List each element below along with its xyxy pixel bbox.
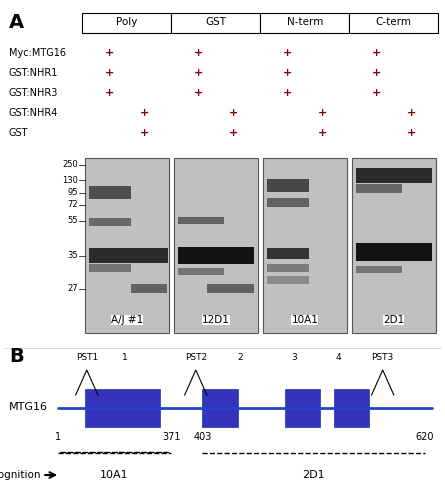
Text: 371: 371	[162, 432, 181, 442]
FancyBboxPatch shape	[260, 12, 349, 32]
Text: 2: 2	[238, 354, 243, 362]
Text: 72: 72	[67, 200, 78, 209]
Text: +: +	[283, 68, 291, 78]
Text: GST:NHR1: GST:NHR1	[9, 68, 58, 78]
FancyBboxPatch shape	[131, 284, 167, 293]
Text: +: +	[105, 88, 113, 98]
Text: +: +	[372, 48, 380, 58]
Text: 55: 55	[67, 216, 78, 225]
FancyBboxPatch shape	[178, 247, 254, 264]
Text: 2D1: 2D1	[303, 470, 325, 480]
Text: +: +	[194, 68, 202, 78]
Text: PST2: PST2	[185, 354, 207, 362]
Text: +: +	[105, 48, 113, 58]
Text: 3: 3	[291, 354, 296, 362]
FancyBboxPatch shape	[82, 12, 171, 32]
Text: +: +	[194, 48, 202, 58]
FancyBboxPatch shape	[207, 284, 254, 293]
Text: +: +	[283, 48, 291, 58]
Text: +: +	[372, 68, 380, 78]
FancyBboxPatch shape	[263, 158, 347, 332]
Text: 35: 35	[67, 251, 78, 260]
Text: 27: 27	[67, 284, 78, 293]
FancyBboxPatch shape	[174, 158, 258, 332]
Text: 403: 403	[193, 432, 212, 442]
FancyBboxPatch shape	[267, 264, 309, 272]
Text: C-term: C-term	[376, 18, 412, 28]
FancyBboxPatch shape	[356, 184, 402, 194]
FancyBboxPatch shape	[356, 168, 432, 182]
Text: GST:NHR4: GST:NHR4	[9, 108, 58, 118]
Text: +: +	[105, 68, 113, 78]
Text: 620: 620	[416, 432, 434, 442]
Text: +: +	[407, 108, 416, 118]
Text: +: +	[283, 88, 291, 98]
FancyBboxPatch shape	[267, 276, 309, 283]
FancyBboxPatch shape	[356, 244, 432, 261]
FancyBboxPatch shape	[89, 264, 131, 272]
FancyBboxPatch shape	[285, 388, 320, 426]
FancyBboxPatch shape	[267, 179, 309, 192]
Text: +: +	[229, 128, 238, 138]
Text: +: +	[140, 108, 149, 118]
FancyBboxPatch shape	[89, 218, 131, 226]
Text: PST3: PST3	[372, 354, 394, 362]
FancyBboxPatch shape	[178, 268, 224, 275]
Text: B: B	[9, 348, 24, 366]
Text: +: +	[372, 88, 380, 98]
Text: A: A	[9, 12, 24, 32]
Text: GST: GST	[9, 128, 28, 138]
Text: 250: 250	[62, 160, 78, 169]
FancyBboxPatch shape	[356, 266, 402, 273]
FancyBboxPatch shape	[267, 198, 309, 207]
Text: 1: 1	[55, 432, 61, 442]
Text: PST1: PST1	[76, 354, 98, 362]
Text: +: +	[194, 88, 202, 98]
Text: Poly: Poly	[116, 18, 138, 28]
FancyBboxPatch shape	[352, 158, 436, 332]
Text: Myc:MTG16: Myc:MTG16	[9, 48, 66, 58]
FancyBboxPatch shape	[85, 158, 169, 332]
Text: 130: 130	[62, 176, 78, 184]
FancyBboxPatch shape	[89, 248, 168, 263]
Text: +: +	[318, 108, 327, 118]
FancyBboxPatch shape	[178, 216, 224, 224]
FancyBboxPatch shape	[349, 12, 438, 32]
Text: +: +	[318, 128, 327, 138]
Text: GST: GST	[205, 18, 227, 28]
FancyBboxPatch shape	[171, 12, 260, 32]
FancyBboxPatch shape	[267, 248, 309, 259]
Text: MTG16: MTG16	[9, 402, 48, 412]
FancyBboxPatch shape	[85, 388, 160, 426]
Text: 10A1: 10A1	[100, 470, 129, 480]
Text: 2D1: 2D1	[383, 315, 405, 325]
Text: +: +	[229, 108, 238, 118]
FancyBboxPatch shape	[334, 388, 369, 426]
Text: 4: 4	[336, 354, 341, 362]
Text: 1: 1	[122, 354, 127, 362]
Text: +: +	[407, 128, 416, 138]
Text: +: +	[140, 128, 149, 138]
Text: 10A1: 10A1	[291, 315, 318, 325]
FancyBboxPatch shape	[202, 388, 238, 426]
Text: N-term: N-term	[287, 18, 323, 28]
FancyBboxPatch shape	[89, 186, 131, 198]
Text: 95: 95	[67, 188, 78, 197]
Text: Recognition: Recognition	[0, 470, 40, 480]
Text: A/J #1: A/J #1	[111, 315, 143, 325]
Text: GST:NHR3: GST:NHR3	[9, 88, 58, 98]
Text: 12D1: 12D1	[202, 315, 230, 325]
